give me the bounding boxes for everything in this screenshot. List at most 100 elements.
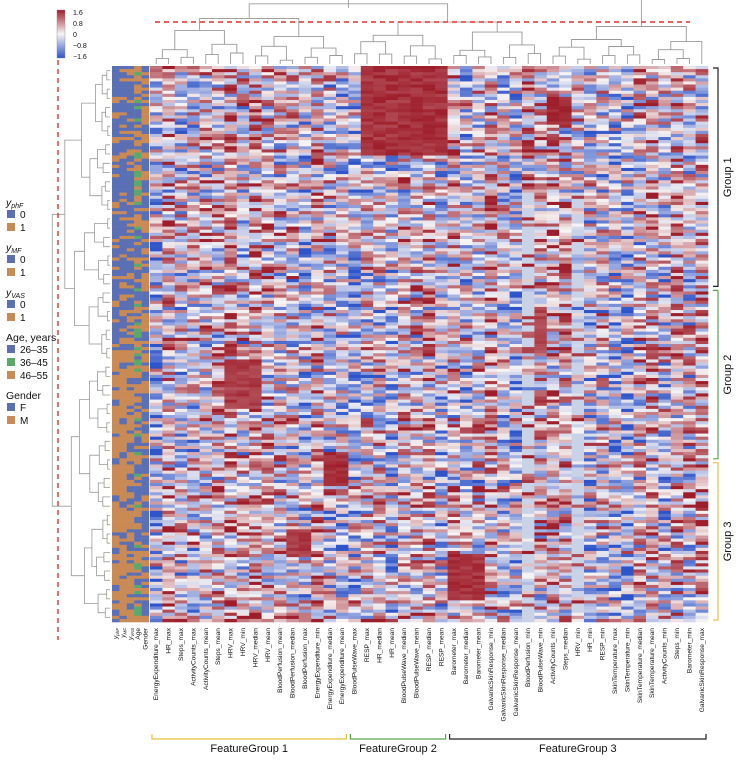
heatmap-cell bbox=[224, 316, 238, 320]
heatmap-cell bbox=[162, 356, 176, 360]
heatmap-cell bbox=[286, 368, 300, 373]
heatmap-cell bbox=[236, 93, 250, 98]
heatmap-cell bbox=[174, 279, 188, 283]
heatmap-cell bbox=[286, 143, 300, 147]
heatmap-cell bbox=[460, 303, 473, 308]
heatmap-cell bbox=[162, 526, 176, 530]
heatmap-cell bbox=[360, 303, 374, 308]
heatmap-cell bbox=[336, 84, 349, 88]
heatmap-cell bbox=[360, 612, 374, 617]
heatmap-cell bbox=[162, 347, 176, 351]
heatmap-cell bbox=[162, 476, 176, 481]
heatmap-cell bbox=[410, 402, 424, 407]
heatmap-cell bbox=[261, 171, 275, 175]
heatmap-cell bbox=[150, 306, 163, 311]
heatmap-cell bbox=[298, 195, 312, 200]
heatmap-cell bbox=[447, 303, 461, 308]
heatmap-cell bbox=[398, 374, 411, 379]
heatmap-cell bbox=[249, 384, 262, 388]
heatmap-cell bbox=[286, 408, 300, 413]
heatmap-cell bbox=[336, 501, 349, 505]
heatmap-cell bbox=[162, 483, 176, 487]
heatmap-cell bbox=[236, 257, 250, 261]
heatmap-cell bbox=[286, 66, 300, 70]
heatmap-cell bbox=[398, 532, 411, 536]
heatmap-cell bbox=[422, 344, 436, 348]
heatmap-cell bbox=[410, 235, 424, 240]
heatmap-cell bbox=[174, 529, 188, 533]
heatmap-cell bbox=[286, 115, 300, 119]
heatmap-cell bbox=[348, 483, 362, 487]
heatmap-cell bbox=[236, 177, 250, 181]
heatmap-cell bbox=[162, 205, 176, 209]
heatmap-cell bbox=[162, 303, 176, 308]
heatmap-cell bbox=[274, 143, 287, 147]
heatmap-cell bbox=[224, 313, 238, 317]
heatmap-cell bbox=[224, 158, 238, 163]
heatmap-cell bbox=[484, 93, 498, 98]
heatmap-cell bbox=[398, 560, 411, 564]
heatmap-cell bbox=[187, 588, 200, 592]
heatmap-cell bbox=[311, 538, 324, 542]
heatmap-cell bbox=[150, 266, 163, 271]
heatmap-cell bbox=[360, 174, 374, 178]
heatmap-cell bbox=[150, 402, 163, 407]
heatmap-cell bbox=[162, 405, 176, 410]
heatmap-cell bbox=[373, 569, 386, 573]
heatmap-cell bbox=[261, 186, 275, 190]
heatmap-cell bbox=[162, 436, 176, 441]
heatmap-cell bbox=[150, 612, 163, 617]
heatmap-cell bbox=[187, 510, 200, 515]
heatmap-cell bbox=[373, 535, 386, 539]
heatmap-cell bbox=[298, 174, 312, 178]
heatmap-cell bbox=[174, 306, 188, 311]
heatmap-cell bbox=[472, 211, 486, 215]
heatmap-cell bbox=[348, 501, 362, 505]
heatmap-cell bbox=[460, 430, 473, 434]
heatmap-cell bbox=[274, 464, 287, 468]
heatmap-cell bbox=[286, 189, 300, 193]
heatmap-cell bbox=[422, 532, 436, 536]
heatmap-cell bbox=[360, 495, 374, 499]
heatmap-cell bbox=[212, 127, 225, 132]
heatmap-cell bbox=[435, 245, 448, 249]
heatmap-cell bbox=[385, 143, 399, 147]
heatmap-cell bbox=[274, 356, 287, 360]
heatmap-cell bbox=[385, 458, 399, 462]
heatmap-cell bbox=[187, 424, 200, 428]
heatmap-cell bbox=[311, 331, 324, 336]
heatmap-cell bbox=[373, 242, 386, 246]
heatmap-cell bbox=[212, 603, 225, 607]
heatmap-cell bbox=[249, 452, 262, 456]
heatmap-cell bbox=[410, 588, 424, 592]
heatmap-cell bbox=[422, 591, 436, 595]
heatmap-cell bbox=[261, 87, 275, 92]
heatmap-cell bbox=[336, 353, 349, 357]
heatmap-cell bbox=[174, 177, 188, 181]
heatmap-cell bbox=[323, 476, 337, 481]
heatmap-cell bbox=[336, 439, 349, 444]
heatmap-cell bbox=[435, 127, 448, 132]
heatmap-cell bbox=[311, 427, 324, 431]
heatmap-cell bbox=[212, 248, 225, 252]
heatmap-cell bbox=[249, 464, 262, 468]
heatmap-cell bbox=[150, 405, 163, 410]
heatmap-cell bbox=[224, 578, 238, 583]
heatmap-cell bbox=[162, 143, 176, 147]
heatmap-cell bbox=[484, 186, 498, 190]
heatmap-cell bbox=[435, 458, 448, 462]
heatmap-cell bbox=[150, 152, 163, 156]
heatmap-cell bbox=[484, 205, 498, 209]
heatmap-cell bbox=[150, 66, 163, 70]
heatmap-cell bbox=[311, 498, 324, 502]
heatmap-cell bbox=[298, 331, 312, 336]
heatmap-cell bbox=[274, 276, 287, 280]
heatmap-cell bbox=[323, 198, 337, 203]
heatmap-cell bbox=[261, 72, 275, 76]
heatmap-cell bbox=[472, 81, 486, 85]
heatmap-cell bbox=[385, 411, 399, 416]
heatmap-cell bbox=[435, 411, 448, 416]
heatmap-cell bbox=[447, 112, 461, 116]
heatmap-cell bbox=[447, 486, 461, 490]
heatmap-cell bbox=[460, 72, 473, 76]
